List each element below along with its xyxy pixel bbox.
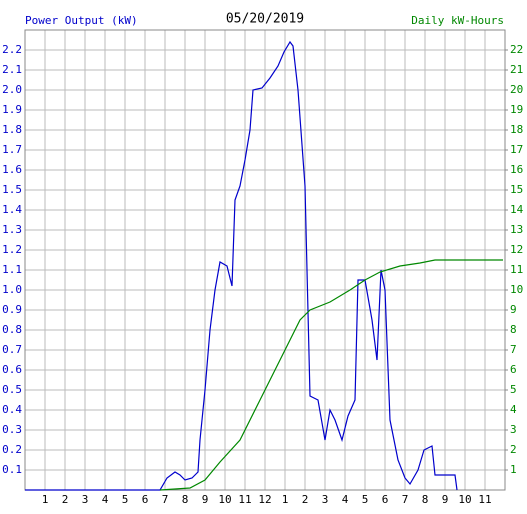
x-tick-label: 8 xyxy=(422,493,429,506)
y2-tick-label: 21 xyxy=(510,63,523,76)
x-tick-label: 11 xyxy=(238,493,251,506)
y-tick-label: 1.2 xyxy=(2,243,22,256)
y2-tick-label: 22 xyxy=(510,43,523,56)
y-tick-label: 2.2 xyxy=(2,43,22,56)
y-tick-label: 1.9 xyxy=(2,103,22,116)
x-tick-label: 6 xyxy=(382,493,389,506)
x-tick-label: 3 xyxy=(82,493,89,506)
x-tick-label: 7 xyxy=(162,493,169,506)
y2-tick-label: 8 xyxy=(510,323,517,336)
x-tick-label: 3 xyxy=(322,493,329,506)
y-tick-label: 0.8 xyxy=(2,323,22,336)
y-tick-label: 2.0 xyxy=(2,83,22,96)
line-series xyxy=(25,40,458,491)
y2-tick-label: 10 xyxy=(510,283,523,296)
x-tick-label: 7 xyxy=(402,493,409,506)
y-tick-label: 1.1 xyxy=(2,263,22,276)
y-tick-label: 0.2 xyxy=(2,443,22,456)
y-tick-label: 0.1 xyxy=(2,463,22,476)
y2-tick-label: 14 xyxy=(510,203,524,216)
plot-frame xyxy=(24,29,506,491)
x-tick-label: 9 xyxy=(202,493,209,506)
x-tick-label: 11 xyxy=(478,493,491,506)
y2-tick-label: 11 xyxy=(510,263,523,276)
chart-title: 05/20/2019 xyxy=(226,12,304,27)
line-series xyxy=(159,259,503,491)
y2-tick-label: 18 xyxy=(510,123,523,136)
x-tick-label: 4 xyxy=(342,493,349,506)
y-axis-label: Power Output (kW) xyxy=(25,14,138,27)
y2-tick-label: 15 xyxy=(510,183,523,196)
y2-tick-label: 17 xyxy=(510,143,523,156)
y-tick-label: 1.4 xyxy=(2,203,22,216)
x-tick-label: 8 xyxy=(182,493,189,506)
y2-axis-label: Daily kW-Hours xyxy=(411,14,504,27)
x-tick-label: 6 xyxy=(142,493,149,506)
y-tick-label: 2.1 xyxy=(2,63,22,76)
y2-tick-label: 19 xyxy=(510,103,523,116)
y2-tick-label: 6 xyxy=(510,363,517,376)
x-tick-label: 4 xyxy=(102,493,109,506)
y2-tick-label: 12 xyxy=(510,243,523,256)
x-tick-label: 10 xyxy=(458,493,471,506)
x-tick-label: 12 xyxy=(258,493,271,506)
x-tick-label: 5 xyxy=(122,493,129,506)
y2-tick-label: 9 xyxy=(510,303,517,316)
y2-tick-label: 4 xyxy=(510,403,517,416)
y-tick-label: 1.6 xyxy=(2,163,22,176)
y-tick-label: 0.6 xyxy=(2,363,22,376)
y-tick-label: 1.3 xyxy=(2,223,22,236)
y-tick-label: 1.8 xyxy=(2,123,22,136)
x-tick-label: 1 xyxy=(282,493,289,506)
x-tick-label: 1 xyxy=(42,493,49,506)
x-tick-label: 10 xyxy=(218,493,231,506)
y-tick-label: 0.5 xyxy=(2,383,22,396)
y-tick-label: 1.7 xyxy=(2,143,22,156)
x-tick-label: 9 xyxy=(442,493,449,506)
y-tick-label: 0.7 xyxy=(2,343,22,356)
y-tick-label: 0.4 xyxy=(2,403,22,416)
y-tick-label: 0.3 xyxy=(2,423,22,436)
y2-tick-label: 5 xyxy=(510,383,517,396)
y-tick-label: 1.5 xyxy=(2,183,22,196)
y-tick-label: 1.0 xyxy=(2,283,22,296)
y2-tick-label: 7 xyxy=(510,343,517,356)
x-tick-label: 2 xyxy=(302,493,309,506)
y2-tick-label: 1 xyxy=(510,463,517,476)
y2-tick-label: 16 xyxy=(510,163,523,176)
y2-tick-label: 20 xyxy=(510,83,523,96)
y2-tick-label: 2 xyxy=(510,443,517,456)
y2-tick-label: 13 xyxy=(510,223,523,236)
y-tick-label: 0.9 xyxy=(2,303,22,316)
x-tick-label: 2 xyxy=(62,493,69,506)
x-tick-label: 5 xyxy=(362,493,369,506)
y2-tick-label: 3 xyxy=(510,423,517,436)
